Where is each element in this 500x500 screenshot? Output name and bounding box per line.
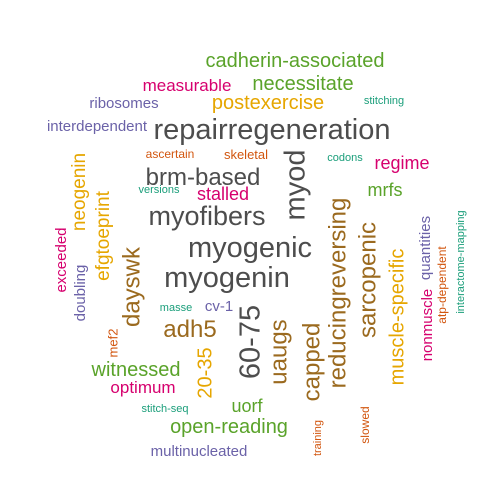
word: neogenin [69, 153, 90, 231]
word: stitch-seq [141, 403, 188, 415]
word: atp-dependent [435, 246, 449, 324]
word: stalled [197, 184, 249, 204]
word: uaugs [265, 319, 292, 384]
word: slowed [358, 406, 372, 443]
word: interactome-mapping [455, 210, 467, 313]
word: open-reading [170, 416, 288, 438]
word: 60-75 [235, 305, 267, 379]
word: quantities [417, 216, 434, 280]
word: skeletal [224, 147, 268, 162]
word: stitching [364, 95, 404, 107]
word: brm-based [146, 164, 261, 191]
word: cadherin-associated [206, 50, 385, 72]
word: postexercise [212, 92, 324, 114]
word: sarcopenic [354, 222, 381, 338]
word: necessitate [252, 73, 353, 95]
word: muscle-specific [386, 249, 408, 386]
word: nonmuscle [419, 289, 436, 362]
word: myogenic [188, 232, 312, 264]
word: reducingreversing [324, 198, 351, 389]
word: capped [298, 323, 325, 402]
word: ribosomes [89, 95, 158, 112]
word: adh5 [163, 316, 216, 343]
word: masse [160, 302, 192, 314]
word: uorf [231, 396, 263, 416]
word: myogenin [164, 262, 290, 294]
word: versions [139, 184, 180, 196]
word: repairregeneration [154, 114, 391, 146]
word: measurable [143, 76, 232, 95]
word: interdependent [47, 118, 148, 135]
word: efgtoeprint [93, 190, 114, 281]
word: multinucleated [151, 443, 248, 460]
word: regime [374, 153, 429, 173]
word: training [312, 420, 324, 456]
word: mrfs [368, 180, 403, 200]
word: cv-1 [205, 298, 233, 315]
word: doubling [72, 265, 89, 322]
word: codons [327, 152, 363, 164]
word: optimum [110, 378, 175, 397]
word: myod [280, 150, 312, 221]
word: witnessed [91, 359, 181, 381]
word: dayswk [118, 246, 145, 327]
word: mef2 [105, 329, 120, 358]
word: 20-35 [194, 347, 216, 398]
word: myofibers [148, 201, 265, 231]
word: ascertain [146, 147, 195, 161]
word: exceeded [53, 227, 70, 292]
